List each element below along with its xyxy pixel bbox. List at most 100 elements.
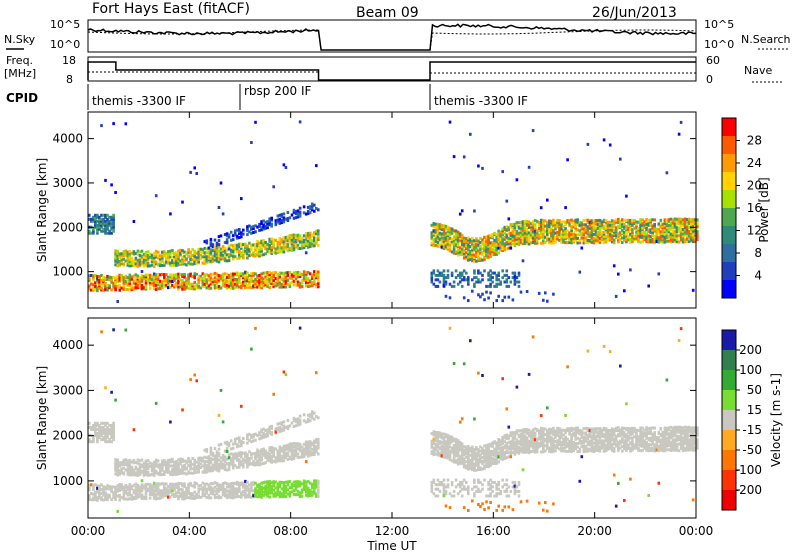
velocity-cell — [228, 468, 231, 471]
velocity-cell — [289, 480, 292, 483]
beam-label: Beam 09 — [356, 5, 419, 21]
velocity-cell — [317, 441, 320, 444]
velocity-cell — [226, 450, 229, 453]
y-tick-label: 1000 — [52, 265, 83, 279]
velocity-cell — [272, 393, 275, 396]
velocity-cell — [481, 488, 484, 491]
velocity-cell — [100, 330, 103, 333]
velocity-cell — [473, 479, 476, 482]
velocity-cell — [453, 490, 456, 493]
velocity-cell — [169, 421, 172, 424]
power-cell — [145, 286, 148, 289]
power-cell — [449, 296, 452, 299]
velocity-cell — [491, 485, 494, 488]
velocity-cell — [459, 421, 462, 424]
power-cell — [149, 287, 152, 290]
power-cell — [187, 277, 190, 280]
nsky-trace — [88, 24, 696, 50]
power-cell — [232, 238, 235, 241]
power-cell — [228, 259, 231, 262]
velocity-cell — [317, 489, 320, 492]
colorbar-swatch — [722, 262, 736, 280]
velocity-cell — [220, 443, 223, 446]
power-cell — [497, 272, 500, 275]
colorbar-tick-label: 4 — [754, 269, 762, 283]
power-cell — [230, 231, 233, 234]
power-cell — [497, 295, 500, 298]
velocity-cell — [230, 439, 233, 442]
power-cell — [615, 295, 618, 298]
velocity-cell — [453, 362, 456, 365]
power-cell — [473, 210, 476, 213]
power-cell — [315, 164, 318, 167]
power-cell — [177, 276, 180, 279]
power-cell — [197, 281, 200, 284]
colorbar-swatch — [722, 226, 736, 244]
power-cell — [218, 206, 221, 209]
power-cell — [528, 166, 531, 169]
nsearch-trace — [88, 30, 696, 50]
velocity-cell — [112, 422, 115, 425]
power-cell — [270, 223, 273, 226]
power-cell — [453, 285, 456, 288]
power-cell — [114, 191, 117, 194]
power-cell — [313, 210, 316, 213]
velocity-cell — [297, 453, 300, 456]
y-tick-label: 2000 — [52, 220, 83, 234]
velocity-cell — [449, 327, 452, 330]
power-cell — [193, 166, 196, 169]
power-cell — [514, 272, 517, 275]
power-cell — [625, 195, 628, 198]
velocity-cell — [487, 506, 490, 509]
power-cell — [131, 257, 134, 260]
velocity-cell — [220, 496, 223, 499]
power-cell — [489, 291, 492, 294]
velocity-cell — [232, 447, 235, 450]
power-cell — [481, 167, 484, 170]
power-cell — [123, 263, 126, 266]
velocity-cell — [218, 452, 221, 455]
power-cell — [504, 296, 507, 299]
velocity-cell — [181, 488, 184, 491]
velocity-cell — [317, 453, 320, 456]
velocity-cell — [313, 412, 316, 415]
power-cell — [100, 124, 103, 127]
power-cell — [680, 121, 683, 124]
power-cell — [455, 269, 458, 272]
power-cell — [544, 291, 547, 294]
colorbar-swatch — [722, 154, 736, 172]
power-cell — [218, 239, 221, 242]
power-cell — [609, 144, 612, 147]
velocity-cell — [317, 480, 320, 483]
velocity-cell — [238, 486, 241, 489]
velocity-cell — [283, 371, 286, 374]
power-cell — [479, 295, 482, 298]
power-cell — [283, 250, 286, 253]
velocity-cell — [489, 501, 492, 504]
velocity-cell — [268, 496, 271, 499]
power-cell — [467, 299, 470, 302]
velocity-cell — [289, 424, 292, 427]
colorbar-swatch — [722, 118, 736, 136]
power-cell — [471, 290, 474, 293]
power-cell — [283, 212, 286, 215]
velocity-cell — [283, 420, 286, 423]
velocity-cell — [433, 479, 436, 482]
site-title: Fort Hays East (fitACF) — [92, 1, 250, 17]
velocity-cell — [270, 431, 273, 434]
velocity-cell — [465, 481, 468, 484]
power-cell — [477, 165, 480, 168]
velocity-cell — [212, 452, 215, 455]
power-cell — [112, 214, 115, 217]
power-cell — [317, 208, 320, 211]
velocity-cell — [246, 442, 249, 445]
power-cell — [447, 269, 450, 272]
power-cell — [112, 122, 115, 125]
power-cell — [270, 217, 273, 220]
power-cell — [613, 264, 616, 267]
velocity-cell — [183, 482, 186, 485]
power-cell — [516, 178, 519, 181]
power-cell — [317, 279, 320, 282]
power-cell — [214, 239, 217, 242]
